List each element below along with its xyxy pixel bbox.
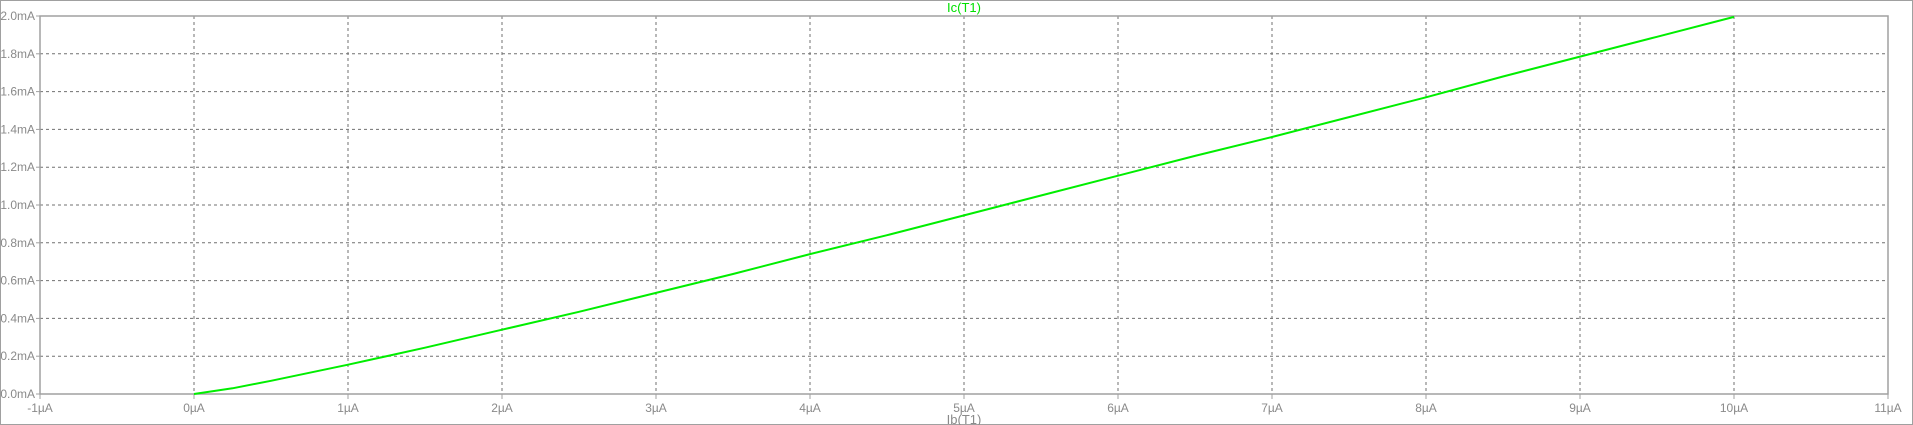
trace-ic-t1[interactable]: [193, 15, 1735, 395]
y-tick-label: 2.0mA: [0, 9, 35, 23]
y-tick-label: 1.0mA: [0, 198, 35, 212]
trace-layer[interactable]: [193, 15, 1735, 395]
x-tick-label: 2µA: [491, 401, 513, 415]
x-tick-label: 1µA: [337, 401, 359, 415]
x-tick-label: 6µA: [1107, 401, 1129, 415]
y-tick-label: 1.4mA: [0, 122, 35, 136]
axis-ticks: -1µA 0µA 1µA 2µA 3µA 4µA 5µA 6µA 7µA 8µA 9µA 10µA 11…: [0, 9, 1901, 415]
grid-lines: [40, 16, 1888, 394]
x-tick-label: 0µA: [183, 401, 205, 415]
x-axis-title: Ib(T1): [947, 412, 982, 425]
x-tick-label: -1µA: [27, 401, 53, 415]
x-tick-label: 10µA: [1720, 401, 1748, 415]
y-tick-label: 0.0mA: [0, 387, 35, 401]
trace-title[interactable]: Ic(T1): [947, 0, 981, 15]
y-tick-label: 0.2mA: [0, 349, 35, 363]
x-tick-label: 3µA: [645, 401, 667, 415]
y-tick-label: 1.6mA: [0, 85, 35, 99]
y-tick-label: 1.8mA: [0, 47, 35, 61]
x-tick-label: 7µA: [1261, 401, 1283, 415]
x-tick-label: 5µA: [953, 401, 975, 415]
y-tick-label: 1.2mA: [0, 160, 35, 174]
y-tick-label: 0.4mA: [0, 311, 35, 325]
x-tick-label: 11µA: [1874, 401, 1901, 415]
y-tick-label: 0.6mA: [0, 274, 35, 288]
x-tick-label: 9µA: [1569, 401, 1591, 415]
y-tick-label: 0.8mA: [0, 236, 35, 250]
x-tick-label: 4µA: [799, 401, 821, 415]
x-tick-label: 8µA: [1415, 401, 1437, 415]
